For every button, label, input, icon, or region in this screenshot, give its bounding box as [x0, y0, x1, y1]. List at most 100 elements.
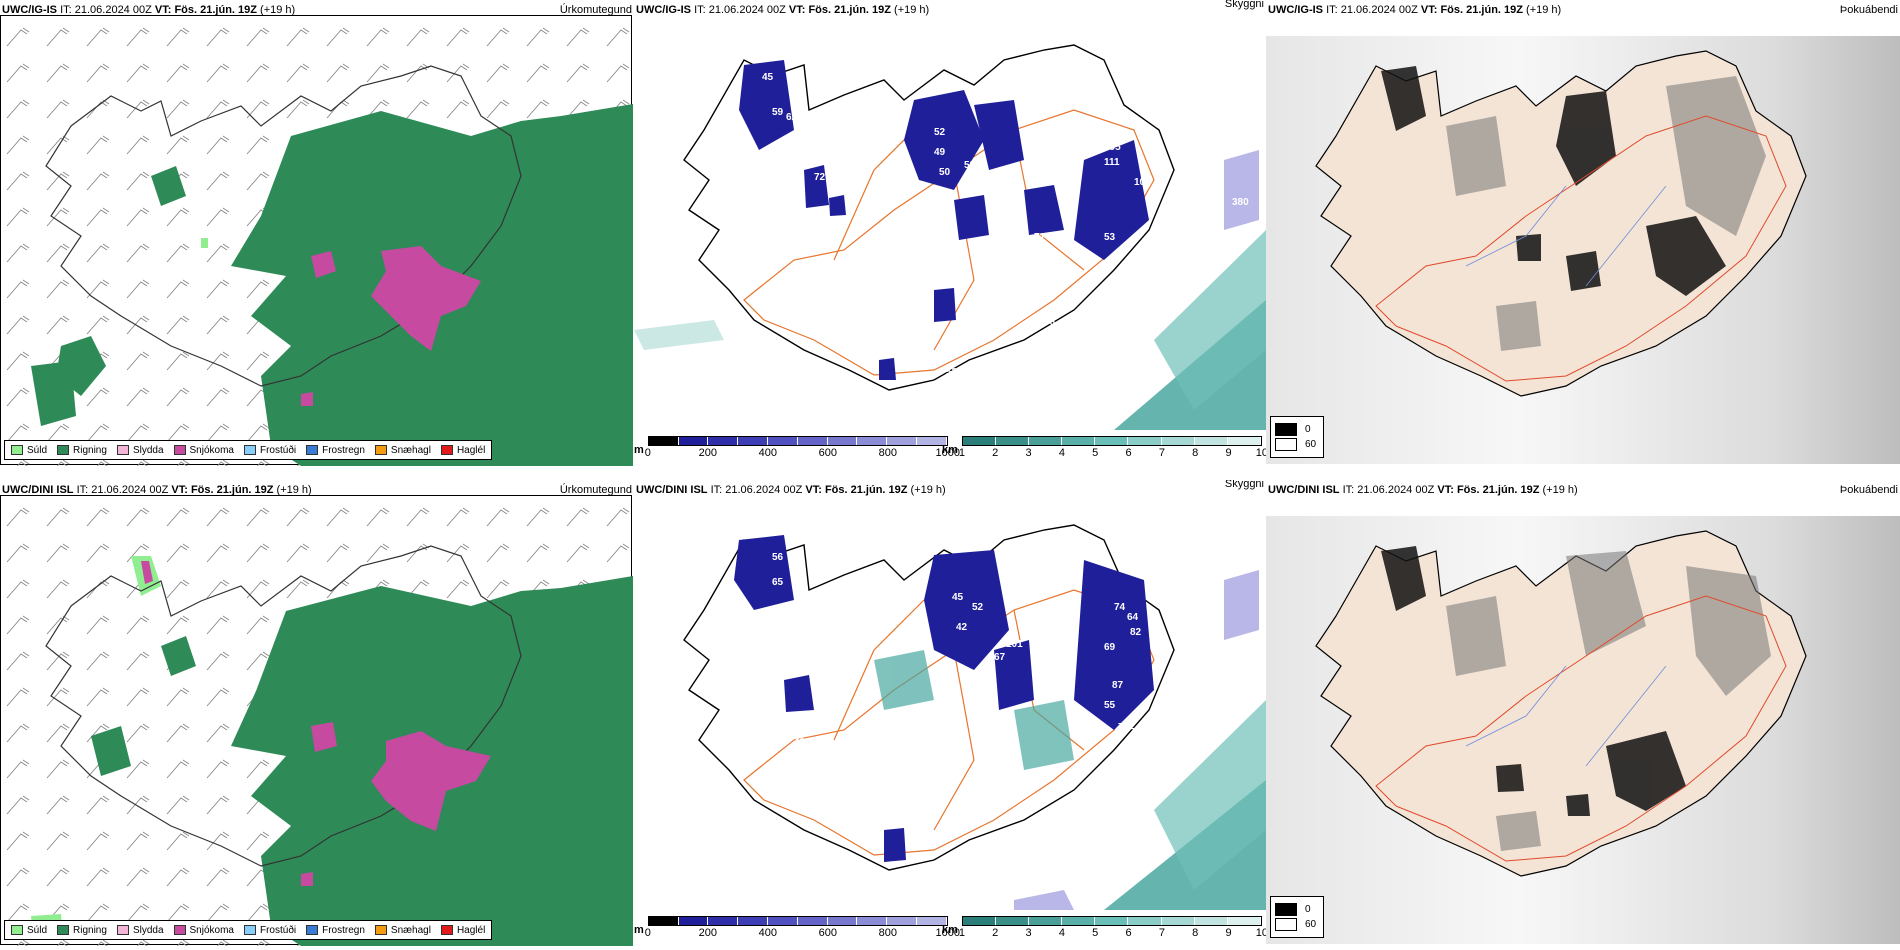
visibility-value-label: 49: [934, 147, 946, 158]
model-name: UWC/IG-IS: [2, 4, 57, 16]
legend-item: Súld: [11, 925, 47, 936]
colorbar-unit: km: [942, 444, 958, 456]
valid-time: Fös. 21.jún. 19Z: [1440, 4, 1523, 16]
legend-item: Frostregn: [306, 445, 365, 456]
colorbar-tick: 3: [1025, 447, 1032, 459]
iceland-outline: [45, 65, 522, 387]
init-time: 21.06.2024 00Z: [725, 484, 803, 496]
colorbar-unit: m: [634, 924, 644, 936]
visibility-colorbar-m: m 0 200 400 600 800 1000: [634, 916, 960, 940]
iceland-outline: [683, 524, 1175, 871]
fog-map-canvas: [1315, 50, 1807, 397]
visibility-value-label: 52: [934, 127, 946, 138]
fog-dense-areas: [1381, 66, 1726, 296]
init-time: 21.06.2024 00Z: [91, 484, 169, 496]
fog-map[interactable]: [1266, 36, 1900, 464]
colorbar-tick: 600: [818, 447, 837, 459]
colorbar-tick: 5: [1092, 447, 1099, 459]
visibility-value-label: 106: [1134, 177, 1151, 188]
fog-map[interactable]: [1266, 516, 1900, 944]
vt-label: VT:: [1437, 484, 1454, 496]
precip-map[interactable]: [0, 495, 633, 946]
legend-item: Frostregn: [306, 925, 365, 936]
visibility-value-label: 52: [964, 160, 976, 171]
iceland-land: [1315, 530, 1807, 877]
init-time: 21.06.2024 00Z: [74, 4, 152, 16]
visibility-value-label: 56: [772, 552, 784, 563]
visibility-value-label: 239: [896, 712, 913, 723]
visibility-value-label: 42: [956, 622, 968, 633]
model-name: UWC/DINI ISL: [1268, 484, 1340, 496]
it-label: IT:: [710, 484, 723, 496]
init-time: 21.06.2024 00Z: [1340, 4, 1418, 16]
colorbar-tick: 800: [878, 447, 897, 459]
colorbar-tick: 1000: [935, 447, 961, 459]
legend-item: Haglél: [440, 445, 485, 456]
legend-item: Slydda: [116, 925, 164, 936]
visibility-colorbar-km: km 1 2 3 4 5 6 7 8 9 10: [942, 436, 1266, 460]
colorbar-tick: 1: [958, 447, 965, 459]
vt-label: VT:: [1420, 4, 1438, 16]
legend-item: Frostúði: [243, 445, 296, 456]
lead-time: (+19 h): [1542, 484, 1578, 496]
visibility-value-label: 49: [794, 737, 806, 748]
precip-map-canvas: [1, 16, 633, 466]
precip-map[interactable]: [0, 15, 633, 466]
legend-item: Snjókoma: [173, 925, 234, 936]
visibility-map[interactable]: 56 65 65 45 49 52 42 67 74 64 82 69 87 101 55 72 79 50 239…: [634, 500, 1266, 910]
fog-legend: 0 60: [1270, 416, 1324, 458]
colorbar-tick: 5: [1092, 927, 1099, 939]
precip-map-canvas: [1, 496, 633, 946]
vt-label: VT:: [154, 4, 172, 16]
iceland-outline: [683, 44, 1175, 391]
visibility-value-label: 65: [792, 577, 804, 588]
it-label: IT:: [76, 484, 89, 496]
colorbar-tick: 10: [1255, 447, 1266, 459]
visibility-value-label: 111: [1104, 157, 1120, 168]
visibility-value-label: 69: [1104, 642, 1116, 653]
colorbar-tick: 400: [758, 927, 777, 939]
panel-r2-precip-type: UWC/DINI ISL IT: 21.06.2024 00Z VT: Fös.…: [0, 480, 634, 946]
visibility-value-label: 74: [1114, 602, 1126, 613]
lead-time: (+19 h): [910, 484, 946, 496]
colorbar-tick: 0: [644, 447, 651, 459]
road-network: [1375, 115, 1787, 382]
panel-header: UWC/DINI ISL IT: 21.06.2024 00Z VT: Fös.…: [1268, 482, 1898, 500]
colorbar-tick: 10: [1255, 927, 1266, 939]
panel-header: UWC/IG-IS IT: 21.06.2024 00Z VT: Fös. 21…: [2, 2, 632, 20]
it-label: IT:: [1342, 484, 1355, 496]
visibility-value-label: 50: [939, 167, 951, 178]
visibility-value-label: 65: [772, 577, 784, 588]
visibility-value-label: 87: [1112, 680, 1124, 691]
model-name: UWC/DINI ISL: [2, 484, 74, 496]
visibility-value-label: 53: [946, 367, 958, 378]
visibility-value-label: 55: [1104, 700, 1116, 711]
colorbar-tick: 6: [1125, 447, 1132, 459]
visibility-value-label: 53: [1104, 232, 1116, 243]
panel-r1-precip-type: UWC/IG-IS IT: 21.06.2024 00Z VT: Fös. 21…: [0, 0, 634, 466]
legend-item: Snæhagl: [374, 445, 431, 456]
panel-r2-visibility: UWC/DINI ISL IT: 21.06.2024 00Z VT: Fös.…: [634, 480, 1266, 946]
lead-time: (+19 h): [1526, 4, 1562, 16]
snow-area: [371, 731, 491, 831]
colorbar-tick: 800: [878, 927, 897, 939]
lead-time: (+19 h): [276, 484, 312, 496]
visibility-value-label: 45: [952, 592, 964, 603]
it-label: IT:: [694, 4, 706, 16]
visibility-map[interactable]: 45 59 62 72 52 49 50 52 60 71 65 53 528 76 53 195 111 106…: [634, 20, 1266, 430]
product-name: Þokuábendi: [1839, 4, 1898, 16]
visibility-value-label: 72: [1118, 722, 1130, 733]
fog-legend-max: 0: [1305, 424, 1311, 435]
colorbar-unit: km: [942, 924, 958, 936]
panel-header: UWC/DINI ISL IT: 21.06.2024 00Z VT: Fös.…: [636, 480, 1264, 500]
visibility-value-label: 195: [1104, 142, 1121, 153]
model-name: UWC/IG-IS: [1268, 4, 1323, 16]
fog-legend-min: 60: [1305, 919, 1317, 930]
precip-legend: Súld Rigning Slydda Snjókoma Frostúði Fr…: [4, 440, 493, 460]
iceland-outline: [45, 545, 522, 867]
visibility-value-label: 360: [926, 745, 943, 756]
colorbar-unit: m: [634, 444, 644, 456]
